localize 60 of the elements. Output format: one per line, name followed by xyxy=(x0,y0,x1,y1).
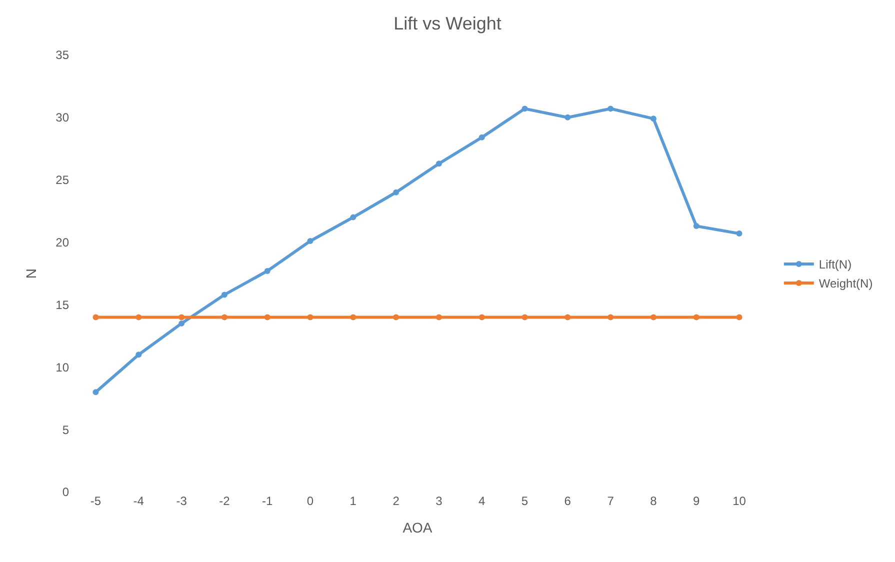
y-tick-label: 30 xyxy=(56,110,70,125)
chart-title: Lift vs Weight xyxy=(394,13,502,34)
point xyxy=(693,314,700,320)
point xyxy=(564,114,571,120)
x-tick-label: -3 xyxy=(176,494,188,508)
point xyxy=(221,314,228,320)
point xyxy=(307,314,314,320)
x-tick-label: -4 xyxy=(133,494,144,508)
y-tick-label: 25 xyxy=(56,173,70,188)
point xyxy=(478,314,485,320)
point xyxy=(564,314,571,320)
x-tick-label: 4 xyxy=(478,494,486,508)
point xyxy=(650,116,656,122)
x-tick-label: -1 xyxy=(262,494,274,508)
point xyxy=(478,134,485,140)
point xyxy=(736,314,742,320)
point xyxy=(264,268,270,274)
point xyxy=(92,314,99,320)
point xyxy=(650,314,656,320)
point xyxy=(350,314,356,320)
point xyxy=(136,352,142,358)
x-tick-label: -5 xyxy=(90,494,102,508)
x-tick-label: 0 xyxy=(306,494,314,508)
x-tick-label: 9 xyxy=(693,494,700,508)
point xyxy=(436,314,442,320)
y-axis-title: N xyxy=(23,268,40,279)
x-tick-label: 10 xyxy=(732,494,746,508)
point xyxy=(608,314,614,320)
point xyxy=(393,314,400,320)
x-axis-title: AOA xyxy=(402,519,433,536)
legend-label: Lift(N) xyxy=(818,258,852,272)
point xyxy=(178,314,185,320)
point xyxy=(436,160,442,167)
x-tick-label: 7 xyxy=(607,494,614,508)
point xyxy=(264,314,270,320)
point xyxy=(393,189,400,196)
point xyxy=(221,292,228,298)
x-tick-label: 6 xyxy=(564,494,572,508)
x-tick-label: 1 xyxy=(350,494,357,508)
point xyxy=(307,238,314,244)
point xyxy=(178,320,185,326)
x-tick-label: 3 xyxy=(436,494,443,508)
point xyxy=(693,223,700,230)
y-tick-label: 35 xyxy=(56,48,70,62)
x-tick-label: 2 xyxy=(392,494,400,508)
point xyxy=(522,314,528,320)
point xyxy=(92,389,99,396)
point xyxy=(608,106,614,112)
y-tick-label: 20 xyxy=(56,235,70,250)
x-tick-label: 5 xyxy=(521,494,528,508)
x-tick-label: -2 xyxy=(219,494,230,508)
point xyxy=(350,214,356,220)
y-tick-label: 5 xyxy=(62,422,70,437)
point xyxy=(136,314,142,320)
y-tick-label: 15 xyxy=(56,298,70,312)
point xyxy=(736,230,742,237)
legend-label: Weight(N) xyxy=(818,276,873,291)
x-tick-label: 8 xyxy=(650,494,658,508)
y-tick-label: 10 xyxy=(56,360,70,374)
point xyxy=(522,106,528,112)
